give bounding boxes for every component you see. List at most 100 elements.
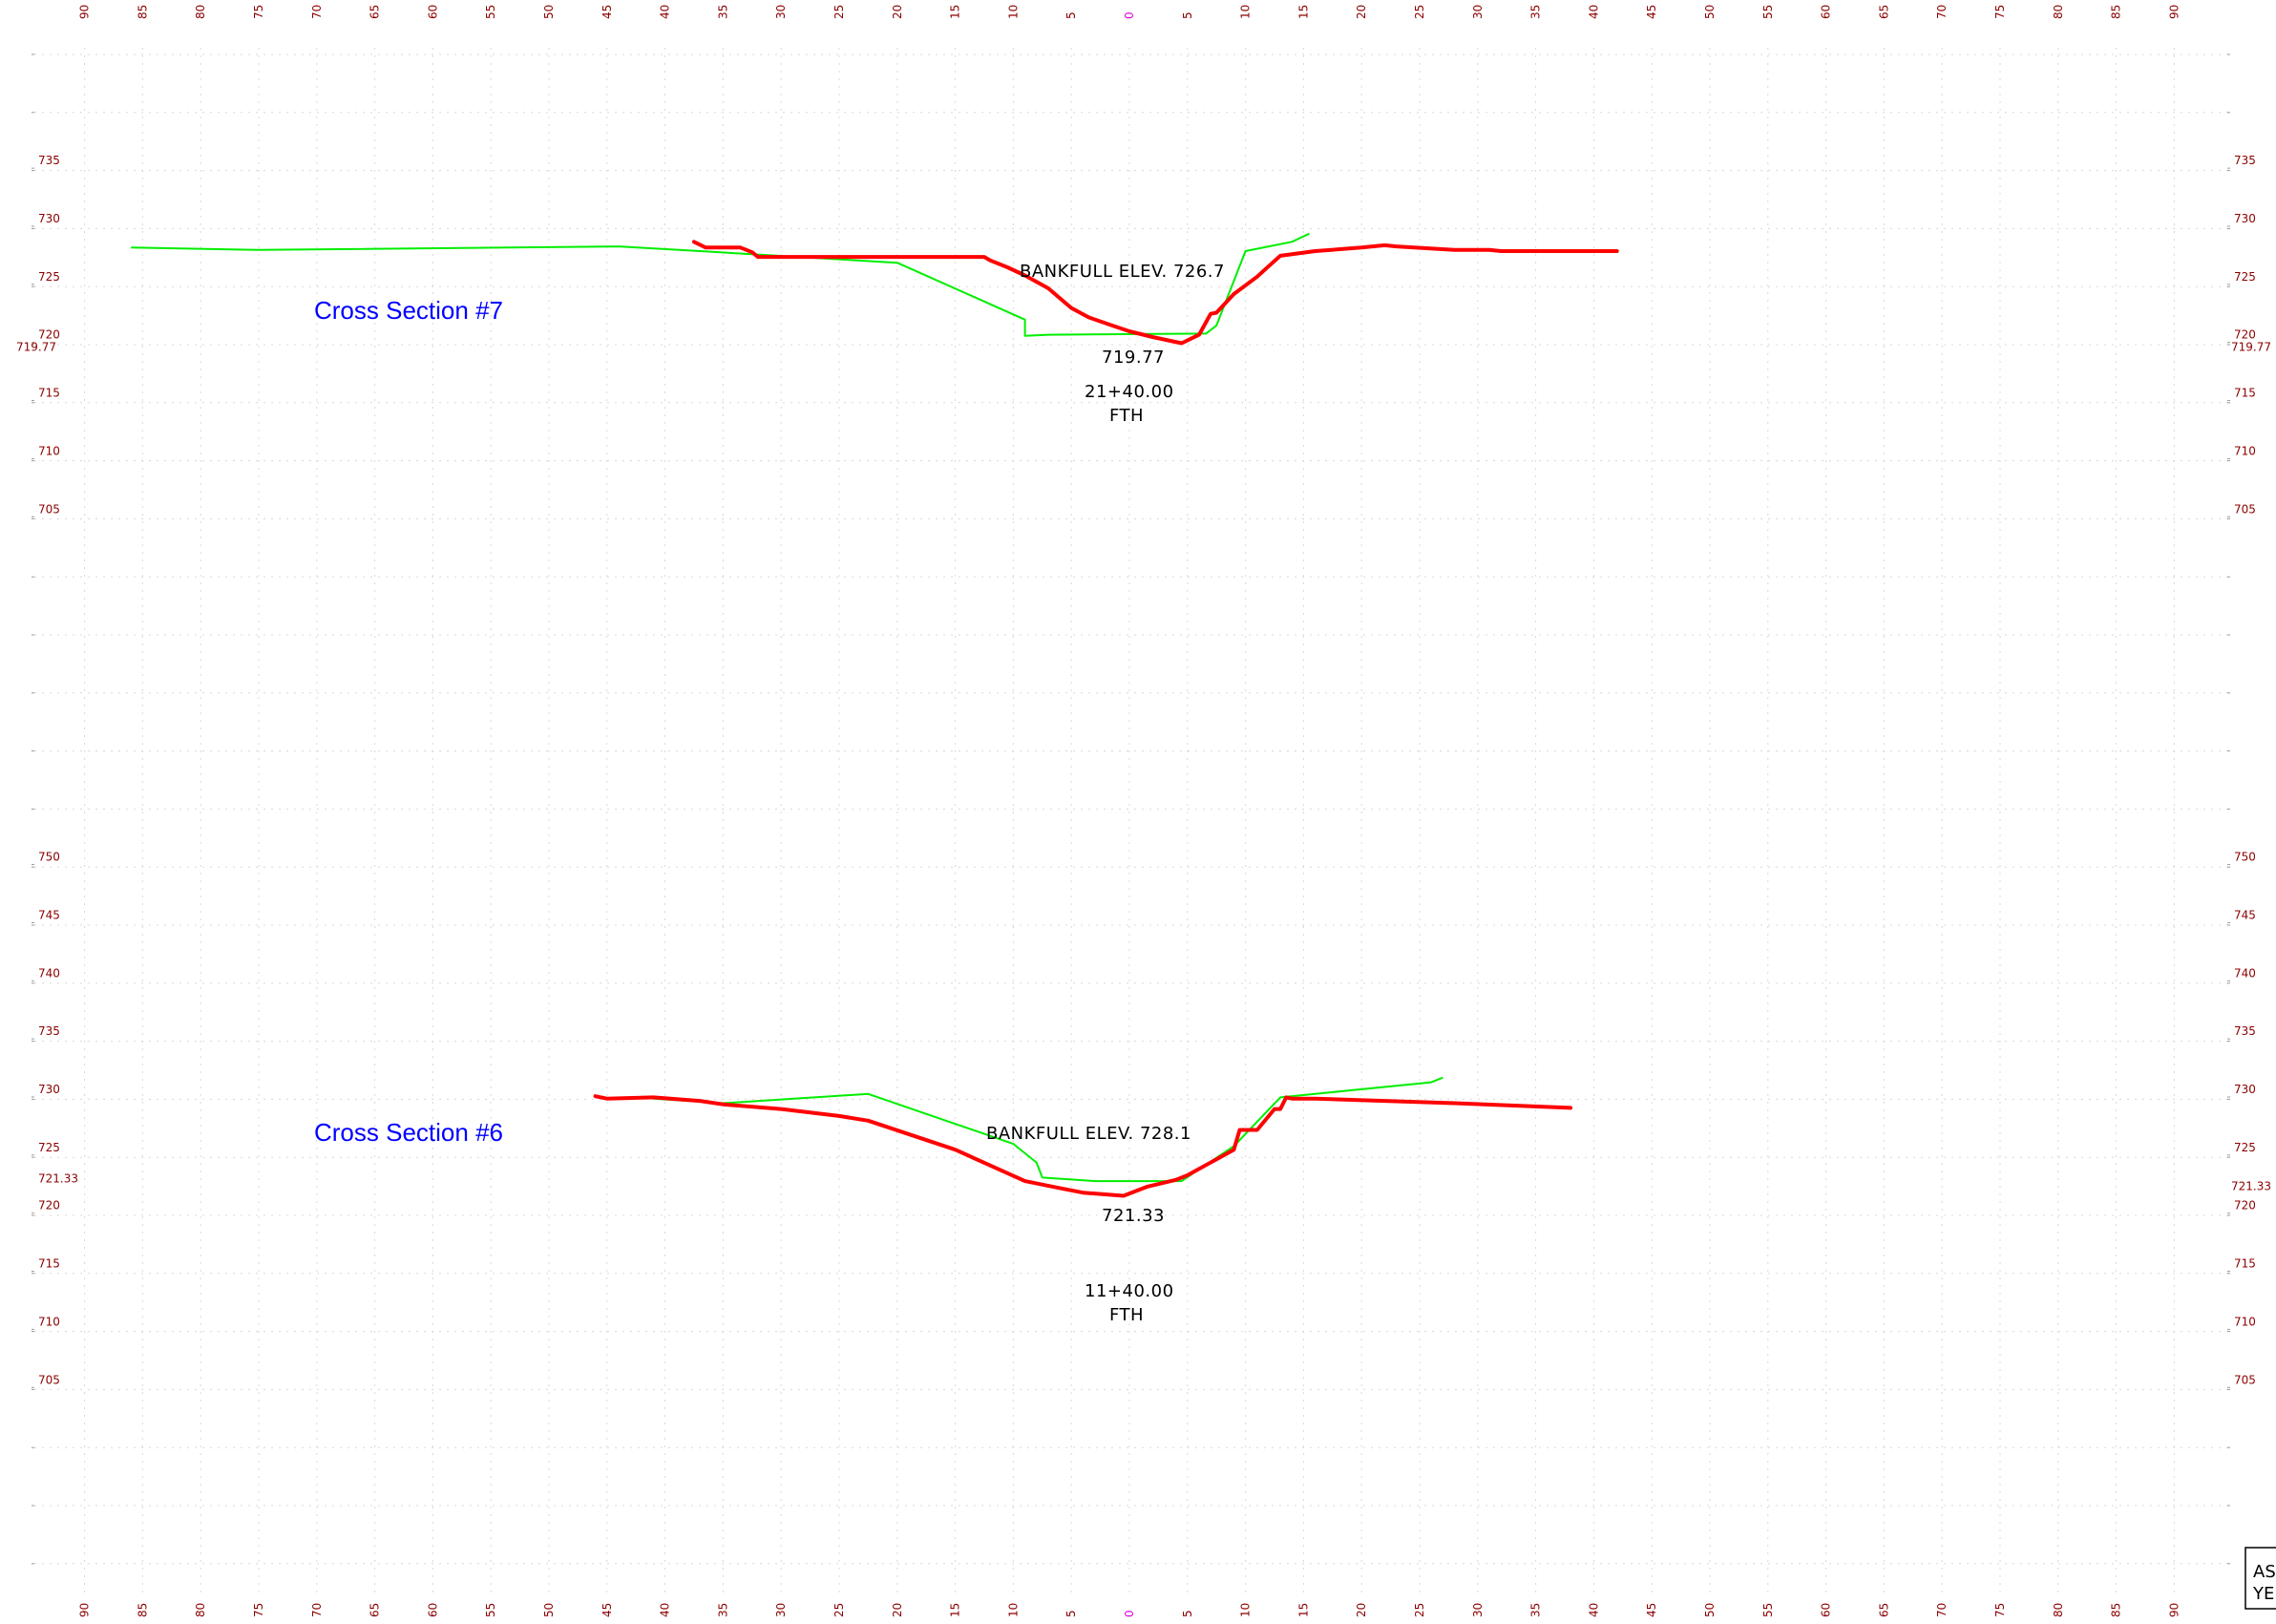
elevation-tick-right: 745 bbox=[2234, 908, 2256, 921]
station-tick-label: 50 bbox=[542, 5, 556, 19]
invert-edge-label-left: 721.33 bbox=[38, 1172, 78, 1186]
station-tick-label: 90 bbox=[78, 1603, 92, 1617]
station-tick-label: 85 bbox=[2110, 1603, 2123, 1617]
station-tick-label: 30 bbox=[1471, 1603, 1485, 1617]
station-tick-label: 10 bbox=[1239, 5, 1253, 19]
station-tick-label: 75 bbox=[1993, 1603, 2007, 1617]
station-tick-label: 35 bbox=[1529, 5, 1543, 19]
station-tick-label: 15 bbox=[1296, 5, 1310, 19]
station-tick-label: 60 bbox=[1820, 1603, 1833, 1617]
station-tick-label: 30 bbox=[1471, 5, 1485, 19]
station-tick-label: 40 bbox=[659, 1603, 672, 1617]
station-tick-label: 0 bbox=[1123, 11, 1136, 19]
elevation-tick-right: 725 bbox=[2234, 1141, 2256, 1154]
corner-box bbox=[2244, 1547, 2276, 1610]
elevation-tick-right: 735 bbox=[2234, 1024, 2256, 1038]
station-tick-label: 45 bbox=[1645, 5, 1658, 19]
station-tick-label: 50 bbox=[542, 1603, 556, 1617]
elevation-tick-right: 720 bbox=[2234, 328, 2256, 342]
station-tick-label: 50 bbox=[1703, 1603, 1717, 1617]
elevation-tick-right: 725 bbox=[2234, 270, 2256, 284]
station-tick-label: 90 bbox=[2167, 5, 2181, 19]
station-tick-label: 5 bbox=[1064, 11, 1078, 19]
station-tick-label: 85 bbox=[136, 1603, 149, 1617]
elevation-tick-left: 705 bbox=[38, 502, 60, 516]
elevation-tick-right: 710 bbox=[2234, 444, 2256, 457]
elevation-tick-left: 740 bbox=[38, 966, 60, 980]
elevation-tick-right: 740 bbox=[2234, 966, 2256, 980]
station-tick-label: 40 bbox=[1587, 5, 1600, 19]
elevation-tick-left: 715 bbox=[38, 387, 60, 400]
station-tick-label: 65 bbox=[1877, 5, 1890, 19]
station-tick-label: 65 bbox=[369, 1603, 382, 1617]
elevation-tick-left: 725 bbox=[38, 270, 60, 284]
station-tick-label: 60 bbox=[1820, 5, 1833, 19]
elevation-tick-right: 710 bbox=[2234, 1315, 2256, 1328]
station-tick-label: 65 bbox=[369, 5, 382, 19]
station-tick-label: 20 bbox=[1355, 1603, 1368, 1617]
station-tick-label: 90 bbox=[78, 5, 92, 19]
existing-ground-line bbox=[653, 1076, 1444, 1183]
station-tick-label: 15 bbox=[949, 5, 962, 19]
station-tick-label: 5 bbox=[1064, 1610, 1078, 1617]
elevation-tick-left: 730 bbox=[38, 212, 60, 225]
elevation-tick-left: 725 bbox=[38, 1141, 60, 1154]
invert-edge-label-left: 719.77 bbox=[16, 340, 56, 353]
station-tick-label: 0 bbox=[1123, 1610, 1136, 1617]
station-tick-label: 80 bbox=[2052, 1603, 2065, 1617]
elevation-tick-left: 730 bbox=[38, 1083, 60, 1096]
elevation-tick-left: 750 bbox=[38, 851, 60, 864]
cross-section-title: Cross Section #7 bbox=[314, 296, 503, 325]
station-tick-label: 20 bbox=[1355, 5, 1368, 19]
elevation-tick-left: 705 bbox=[38, 1373, 60, 1386]
station-tick-label: 15 bbox=[1296, 1603, 1310, 1617]
station-tick-label: 35 bbox=[716, 5, 729, 19]
station-tick-label: 55 bbox=[484, 1603, 497, 1617]
invert-edge-label-right: 721.33 bbox=[2231, 1180, 2271, 1193]
elevation-tick-right: 705 bbox=[2234, 502, 2256, 516]
station-tick-label: 85 bbox=[2110, 5, 2123, 19]
proposed-ground-line bbox=[692, 240, 1619, 346]
station-tick-label: 65 bbox=[1877, 1603, 1890, 1617]
station-tick-label: 70 bbox=[310, 5, 324, 19]
station-tick-label: 55 bbox=[484, 5, 497, 19]
alignment-label: FTH bbox=[1109, 1305, 1144, 1325]
existing-ground-line bbox=[131, 232, 1310, 337]
station-tick-label: 5 bbox=[1181, 11, 1194, 19]
station-tick-label: 20 bbox=[891, 1603, 904, 1617]
station-tick-label: 75 bbox=[252, 5, 265, 19]
station-tick-label: 80 bbox=[194, 5, 207, 19]
station-tick-label: 25 bbox=[832, 1603, 846, 1617]
grid-layer bbox=[34, 48, 2229, 1594]
elevation-tick-left: 720 bbox=[38, 328, 60, 342]
station-tick-label: 45 bbox=[1645, 1603, 1658, 1617]
bankfull-elevation-label: BANKFULL ELEV. 728.1 bbox=[986, 1124, 1191, 1144]
cross-section-7-plot: 735 735 730 730 725 725 720 720 715 715 710 710 705 7… bbox=[16, 154, 2271, 517]
x-axis-bottom: 90 85 80 75 70 65 60 55 50 45 40 35 30 25 20 15 10 5 0 5 10 1… bbox=[78, 1603, 2181, 1617]
station-tick-label: 15 bbox=[949, 1603, 962, 1617]
cross-section-6-plot: 750 750 745 745 740 740 735 735 730 730 725 725 720 7… bbox=[32, 851, 2271, 1388]
station-tick-label: 55 bbox=[1761, 5, 1775, 19]
station-label: 11+40.00 bbox=[1085, 1281, 1174, 1301]
station-tick-label: 85 bbox=[136, 5, 149, 19]
station-tick-label: 75 bbox=[1993, 5, 2007, 19]
bankfull-elevation-label: BANKFULL ELEV. 726.7 bbox=[1020, 262, 1225, 282]
station-tick-label: 70 bbox=[310, 1603, 324, 1617]
station-tick-label: 5 bbox=[1181, 1610, 1194, 1617]
station-tick-label: 40 bbox=[1587, 1603, 1600, 1617]
elevation-tick-left: 735 bbox=[38, 1024, 60, 1038]
station-tick-label: 25 bbox=[1413, 5, 1426, 19]
elevation-tick-left: 710 bbox=[38, 1315, 60, 1328]
corner-label-line: AS bbox=[2253, 1562, 2276, 1582]
elevation-tick-right: 750 bbox=[2234, 851, 2256, 864]
elevation-tick-left: 745 bbox=[38, 908, 60, 921]
elevation-tick-right: 735 bbox=[2234, 154, 2256, 167]
station-tick-label: 20 bbox=[891, 5, 904, 19]
elevation-tick-right: 715 bbox=[2234, 1257, 2256, 1271]
station-tick-label: 25 bbox=[832, 5, 846, 19]
station-tick-label: 80 bbox=[194, 1603, 207, 1617]
invert-edge-label-right: 719.77 bbox=[2231, 340, 2271, 353]
station-tick-label: 45 bbox=[601, 1603, 614, 1617]
station-tick-label: 90 bbox=[2167, 1603, 2181, 1617]
